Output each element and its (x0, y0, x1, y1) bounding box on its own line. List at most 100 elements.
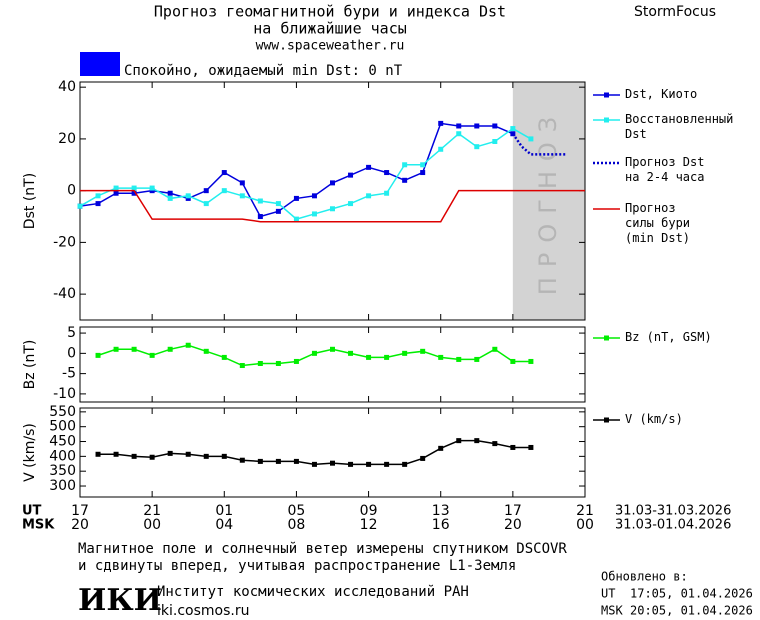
data-point (420, 455, 426, 461)
data-point (221, 453, 227, 459)
data-point (348, 350, 354, 356)
data-point (474, 356, 480, 362)
data-point (528, 136, 534, 142)
data-point (77, 203, 83, 209)
data-point (384, 461, 390, 467)
data-point (275, 458, 281, 464)
forecast-label: ПРОГНОЗ (534, 107, 562, 295)
legend-label: Прогноз силы бури (min Dst) (625, 201, 691, 245)
updated-zone: MSK (601, 604, 623, 618)
data-point (510, 444, 516, 450)
data-point (149, 188, 155, 194)
y-axis-label: Dst (nT) (22, 173, 38, 229)
legend-marker (604, 335, 609, 341)
data-point (221, 170, 227, 176)
data-point (203, 188, 209, 194)
data-point (203, 201, 209, 207)
data-point (131, 185, 137, 191)
data-point (257, 458, 263, 464)
data-point (203, 453, 209, 459)
series-line (79, 127, 532, 220)
y-tick-label: 400 (49, 448, 76, 464)
y-axis-label: V (km/s) (22, 423, 38, 482)
time-range: 31.03-01.04.2026 (615, 518, 731, 533)
data-point (149, 454, 155, 460)
x-tick-label: 00 (143, 517, 161, 533)
data-point (438, 354, 444, 360)
x-tick-label: 01 (215, 503, 233, 519)
data-point (456, 438, 462, 444)
data-point (239, 193, 245, 199)
data-point (456, 131, 462, 137)
data-point (492, 441, 498, 447)
data-point (366, 461, 372, 467)
status-indicator (80, 52, 120, 76)
time-row-name: MSK (22, 518, 55, 533)
plot-frame (79, 407, 586, 498)
data-point (257, 198, 263, 204)
series-line (98, 439, 531, 466)
data-point (330, 206, 335, 212)
data-point (113, 185, 119, 191)
legend-label: Прогноз Dst на 2-4 часа (625, 155, 705, 184)
y-tick-label: 5 (67, 325, 76, 341)
x-tick-label: 21 (143, 503, 161, 519)
data-point (474, 438, 480, 444)
forecast-region (512, 82, 585, 320)
series-line (79, 122, 514, 218)
data-point (239, 180, 245, 186)
legend-label: Восстановленный Dst (625, 112, 734, 141)
logo: ИКИ (78, 583, 162, 618)
data-point (492, 346, 498, 352)
legend-label: Dst, Киото (625, 87, 698, 101)
data-point (167, 190, 173, 196)
x-tick-label: 13 (432, 503, 450, 519)
data-point (456, 123, 462, 129)
data-point (257, 360, 263, 366)
note: Магнитное поле и солнечный ветер измерен… (78, 541, 567, 557)
data-point (311, 461, 317, 467)
data-point (348, 461, 354, 467)
data-point (293, 358, 299, 364)
data-point (293, 458, 299, 464)
y-tick-label: -5 (62, 366, 76, 382)
x-tick-label: 08 (288, 517, 306, 533)
data-point (95, 352, 101, 358)
legend-marker (604, 117, 609, 123)
y-tick-label: 0 (67, 183, 76, 199)
data-point (402, 461, 408, 467)
data-point (167, 450, 173, 456)
legend-marker (604, 417, 609, 423)
data-point (275, 360, 281, 366)
subtitle: на ближайшие часы (253, 20, 407, 38)
y-tick-label: 350 (49, 463, 76, 479)
x-tick-label: 20 (71, 517, 89, 533)
data-point (293, 216, 299, 222)
y-tick-label: 0 (67, 345, 76, 361)
updated-label: Обновлено в: (601, 570, 688, 584)
data-point (131, 190, 137, 196)
data-point (366, 354, 372, 360)
updated-time: 17:05, 01.04.2026 (630, 587, 753, 601)
title: Прогноз геомагнитной бури и индекса Dst (154, 3, 506, 21)
data-point (239, 457, 245, 463)
x-tick-label: 04 (215, 517, 233, 533)
data-point (113, 451, 119, 457)
note: и сдвинуты вперед, учитывая распростране… (78, 558, 516, 574)
y-tick-label: 300 (49, 478, 76, 494)
data-point (348, 172, 354, 178)
data-point (275, 208, 281, 214)
data-point (474, 144, 480, 150)
y-tick-label: 450 (49, 434, 76, 450)
x-tick-label: 05 (288, 503, 306, 519)
data-point (384, 354, 390, 360)
legend-label: V (km/s) (625, 412, 683, 426)
series-line (80, 189, 585, 223)
data-point (420, 162, 426, 168)
data-point (384, 190, 390, 196)
data-point (438, 146, 444, 152)
data-point (438, 445, 444, 451)
time-row-name: UT (22, 504, 42, 519)
